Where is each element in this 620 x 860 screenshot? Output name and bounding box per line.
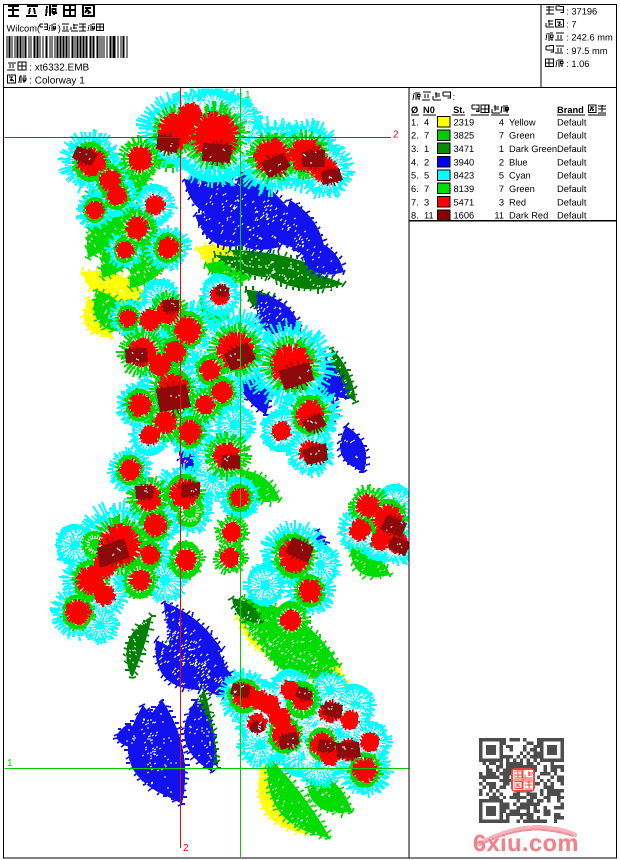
svg-text:Cyan: Cyan: [509, 171, 531, 181]
svg-text:6xiu.com: 6xiu.com: [473, 830, 579, 856]
svg-text:Green: Green: [509, 131, 535, 141]
svg-text:: Colorway 1: : Colorway 1: [29, 76, 85, 87]
svg-text:4: 4: [499, 117, 504, 127]
svg-text:: 97.5 mm: : 97.5 mm: [566, 46, 608, 56]
svg-text:Default: Default: [557, 144, 587, 154]
svg-text:8139: 8139: [454, 184, 475, 194]
svg-text:8.: 8.: [411, 211, 419, 221]
svg-text:2: 2: [499, 157, 504, 167]
svg-text:Red: Red: [509, 197, 526, 207]
svg-text:1: 1: [245, 90, 251, 101]
svg-text:4: 4: [424, 117, 429, 127]
svg-text:7: 7: [424, 131, 429, 141]
svg-text:Dark Red: Dark Red: [509, 211, 548, 221]
svg-text:Default: Default: [557, 157, 587, 167]
svg-text:Default: Default: [557, 211, 587, 221]
svg-text:Default: Default: [557, 184, 587, 194]
svg-text:2: 2: [393, 130, 399, 141]
svg-text:Yellow: Yellow: [509, 117, 536, 127]
svg-text:7.: 7.: [411, 197, 419, 207]
svg-text:1: 1: [499, 144, 504, 154]
svg-text:Wilcom(: Wilcom(: [7, 24, 41, 34]
svg-text:: xt6332.EMB: : xt6332.EMB: [29, 63, 89, 74]
svg-text:Blue: Blue: [509, 157, 528, 167]
svg-text:3: 3: [499, 197, 504, 207]
svg-text:3: 3: [424, 197, 429, 207]
svg-text:2: 2: [183, 843, 189, 854]
svg-text:Brand: Brand: [557, 105, 584, 115]
svg-text:Dark Green: Dark Green: [509, 144, 557, 154]
svg-text:7: 7: [499, 131, 504, 141]
svg-text:7: 7: [499, 184, 504, 194]
svg-text:: 1.06: : 1.06: [566, 59, 589, 69]
svg-text::: :: [453, 92, 456, 102]
svg-text:Green: Green: [509, 184, 535, 194]
svg-text:11: 11: [424, 211, 434, 221]
svg-text:3940: 3940: [454, 157, 475, 167]
svg-text:2.: 2.: [411, 131, 419, 141]
svg-text:Default: Default: [557, 197, 587, 207]
svg-text:Default: Default: [557, 131, 587, 141]
svg-text:3.: 3.: [411, 144, 419, 154]
svg-text:5: 5: [424, 171, 429, 181]
svg-text:1: 1: [7, 758, 13, 769]
svg-text:: 37196: : 37196: [566, 7, 597, 17]
svg-text:Default: Default: [557, 171, 587, 181]
svg-text:St.: St.: [453, 105, 465, 115]
svg-text:1606: 1606: [454, 211, 475, 221]
svg-text:3471: 3471: [454, 144, 475, 154]
svg-text:4.: 4.: [411, 157, 419, 167]
svg-text:1: 1: [424, 144, 429, 154]
svg-text:: 7: : 7: [566, 20, 576, 30]
svg-text:3825: 3825: [454, 131, 475, 141]
svg-text:6.: 6.: [411, 184, 419, 194]
svg-text:7: 7: [424, 184, 429, 194]
svg-text:): ): [58, 24, 61, 34]
svg-text:2319: 2319: [454, 117, 475, 127]
svg-text:N0: N0: [423, 105, 435, 115]
svg-text:5: 5: [499, 171, 504, 181]
svg-text:1.: 1.: [411, 117, 419, 127]
svg-text:11: 11: [494, 211, 504, 221]
svg-text:: 242.6 mm: : 242.6 mm: [566, 33, 613, 43]
svg-text:8423: 8423: [454, 171, 475, 181]
svg-text:2: 2: [424, 157, 429, 167]
svg-text:Ø: Ø: [411, 105, 418, 115]
svg-text:5471: 5471: [454, 197, 475, 207]
svg-text:5.: 5.: [411, 171, 419, 181]
svg-text:Default: Default: [557, 117, 587, 127]
